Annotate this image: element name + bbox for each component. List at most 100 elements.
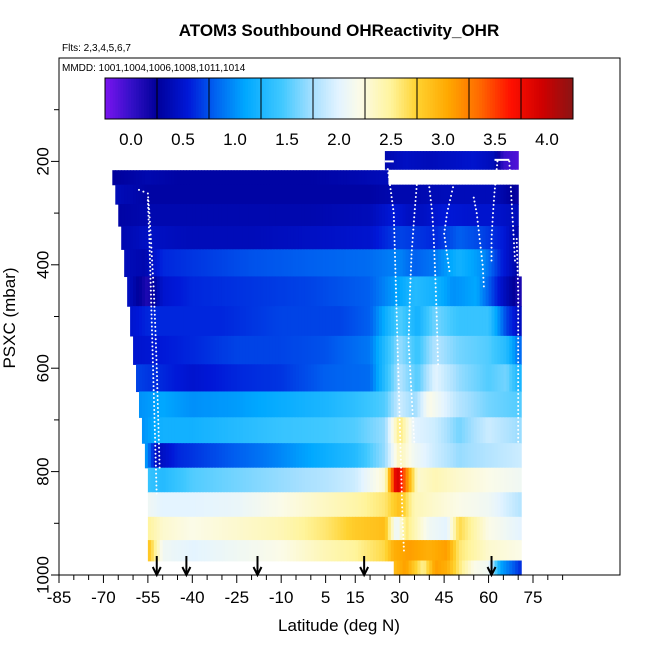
colorbar-cell [248,78,252,119]
profile-marker [517,432,520,435]
heatmap-cell [461,204,466,227]
profile-marker [152,369,155,372]
heatmap-cell [221,184,226,205]
heatmap-cell [248,492,253,518]
heatmap-cell [165,204,170,227]
heatmap-cell [296,467,300,493]
heatmap-cell [373,516,377,541]
heatmap-cell [405,276,410,307]
profile-marker [150,321,153,324]
heatmap-cell [260,443,265,469]
heatmap-cell [426,443,430,469]
heatmap-cell [491,306,496,337]
heatmap-cell [239,306,244,337]
heatmap-cell [390,540,395,562]
profile-marker [508,160,511,163]
chart-title: ATOM3 Southbound OHReactivity_OHR [179,21,500,40]
heatmap-cell [414,391,419,418]
heatmap-cell [370,306,374,337]
heatmap-band [112,170,389,186]
profile-marker [146,192,149,195]
heatmap-cell [251,391,256,418]
heatmap-cell [284,516,288,541]
heatmap-cell [485,443,490,469]
colorbar-cell [344,78,348,119]
heatmap-cell [349,540,353,562]
heatmap-cell [278,226,282,250]
heatmap-band [393,560,522,576]
heatmap-cell [150,467,155,493]
colorbar-cell [365,78,369,119]
heatmap-cell [260,184,265,205]
colorbar-cell [500,78,504,119]
heatmap-cell [180,170,185,186]
heatmap-cell [269,276,273,307]
profile-marker [412,228,415,231]
heatmap-cell [227,335,232,365]
heatmap-cell [461,151,466,170]
heatmap-cell [192,492,196,518]
heatmap-cell [266,467,270,493]
heatmap-cell [221,204,226,227]
profile-marker [516,273,519,276]
heatmap-cell [296,170,300,186]
heatmap-cell [227,226,232,250]
heatmap-cell [349,335,353,365]
heatmap-cell [290,391,294,418]
colorbar-cell [422,78,426,119]
heatmap-cell [405,516,410,541]
heatmap-cell [272,467,276,493]
heatmap-cell [405,226,410,250]
profile-marker [410,249,413,252]
heatmap-cell [216,184,220,205]
heatmap-cell [316,417,321,444]
heatmap-cell [438,151,442,170]
heatmap-cell [476,335,481,365]
heatmap-cell [453,560,457,576]
heatmap-cell [497,249,502,278]
profile-marker [508,169,511,172]
profile-marker [150,242,153,245]
heatmap-cell [239,417,244,444]
heatmap-cell [390,417,395,444]
colorbar: 0.0 0.5 1.0 1.5 2.0 2.5 3.0 3.5 4.0 [104,77,574,149]
heatmap-band [147,516,522,541]
profile-marker [491,225,494,228]
heatmap-cell [485,226,490,250]
heatmap-cell [444,540,448,562]
heatmap-cell [192,306,196,337]
heatmap-cell [384,540,389,562]
heatmap-cell [370,335,374,365]
profile-marker [444,241,447,244]
heatmap-cell [346,184,350,205]
colorbar-cell [297,78,301,119]
heatmap-cell [420,335,424,365]
heatmap-cell [195,391,199,418]
heatmap-cell [467,417,472,444]
heatmap-cell [491,204,496,227]
heatmap-cell [207,184,211,205]
heatmap-cell [464,306,469,337]
colorbar-cell [157,78,161,119]
profile-marker [517,309,520,312]
profile-marker [517,436,520,439]
heatmap-cell [192,204,196,227]
profile-marker [156,383,159,386]
profile-marker [400,490,403,493]
heatmap-cell [512,417,516,444]
heatmap-cell [298,226,303,250]
heatmap-cell [281,391,285,418]
heatmap-cell [458,249,463,278]
profile-marker [395,291,398,294]
heatmap-cell [281,335,285,365]
heatmap-cell [210,184,214,205]
heatmap-cell [500,364,504,393]
profile-marker [396,359,399,362]
heatmap-cell [233,492,238,518]
heatmap-cell [414,417,419,444]
profile-marker [516,277,519,280]
heatmap-cell [367,335,371,365]
heatmap-cell [340,391,344,418]
profile-marker [490,242,493,245]
